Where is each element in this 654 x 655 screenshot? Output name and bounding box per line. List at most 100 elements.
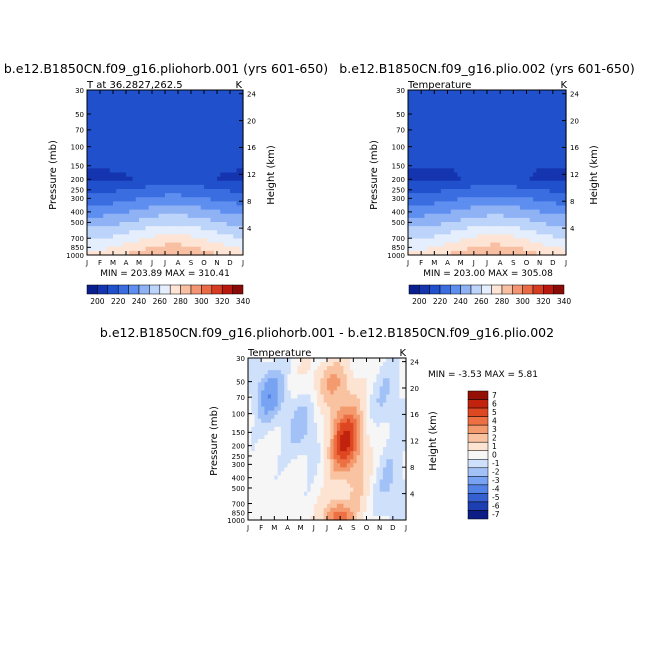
heatmap-cell bbox=[158, 110, 163, 116]
heatmap-cell bbox=[327, 410, 331, 416]
heatmap-cell bbox=[113, 164, 117, 169]
heatmap-cell bbox=[257, 434, 262, 440]
heatmap-cell bbox=[431, 172, 435, 178]
heatmap-cell bbox=[168, 164, 173, 169]
heatmap-cell bbox=[220, 90, 225, 95]
heatmap-cell bbox=[284, 414, 289, 420]
heatmap-cell bbox=[363, 374, 368, 379]
heatmap-cell bbox=[139, 131, 143, 136]
heatmap-cell bbox=[119, 217, 124, 223]
heatmap-cell bbox=[496, 114, 501, 120]
heatmap-cell bbox=[204, 160, 208, 165]
heatmap-cell bbox=[135, 189, 140, 194]
heatmap-cell bbox=[414, 205, 419, 211]
heatmap-cell bbox=[297, 402, 302, 408]
heatmap-cell bbox=[477, 143, 482, 149]
heatmap-cell bbox=[158, 139, 163, 145]
heatmap-cell bbox=[336, 410, 341, 416]
heatmap-cell bbox=[353, 402, 358, 408]
heatmap-cell bbox=[103, 143, 108, 149]
heatmap-cell bbox=[414, 238, 419, 244]
heatmap-cell bbox=[500, 201, 505, 207]
heatmap-cell bbox=[402, 426, 407, 432]
heatmap-cell bbox=[213, 127, 218, 132]
heatmap-cell bbox=[546, 234, 551, 240]
heatmap-cell bbox=[533, 151, 537, 157]
heatmap-cell bbox=[552, 172, 557, 178]
heatmap-cell bbox=[552, 94, 557, 99]
heatmap-cell bbox=[434, 127, 439, 132]
heatmap-cell bbox=[197, 246, 202, 252]
heatmap-cell bbox=[500, 110, 505, 116]
heatmap-cell bbox=[327, 378, 331, 383]
heatmap-cell bbox=[519, 176, 524, 182]
heatmap-cell bbox=[483, 106, 488, 112]
heatmap-cell bbox=[431, 234, 435, 240]
heatmap-cell bbox=[513, 234, 518, 240]
heatmap-cell bbox=[100, 139, 104, 145]
heatmap-cell bbox=[516, 242, 521, 248]
heatmap-cell bbox=[284, 430, 289, 436]
heatmap-cell bbox=[223, 143, 228, 149]
heatmap-cell bbox=[526, 184, 531, 190]
heatmap-cell bbox=[145, 222, 150, 227]
heatmap-cell bbox=[200, 234, 205, 240]
heatmap-cell bbox=[277, 418, 282, 424]
heatmap-cell bbox=[271, 394, 275, 400]
heatmap-cell bbox=[194, 217, 199, 223]
heatmap-cell bbox=[353, 382, 358, 387]
heatmap-cell bbox=[366, 414, 371, 420]
heatmap-cell bbox=[226, 197, 231, 202]
heatmap-cell bbox=[200, 197, 205, 202]
heatmap-cell bbox=[477, 242, 482, 248]
heatmap-cell bbox=[239, 114, 244, 120]
heatmap-cell bbox=[310, 374, 315, 379]
heatmap-cell bbox=[552, 246, 557, 252]
heatmap-cell bbox=[187, 114, 192, 120]
heatmap-cell bbox=[467, 242, 472, 248]
heatmap-cell bbox=[396, 398, 401, 404]
heatmap-cell bbox=[280, 430, 285, 436]
heatmap-cell bbox=[317, 402, 322, 408]
heatmap-cell bbox=[236, 205, 241, 211]
heatmap-cell bbox=[533, 176, 537, 182]
heatmap-cell bbox=[424, 164, 429, 169]
heatmap-cell bbox=[178, 151, 182, 157]
heatmap-cell bbox=[197, 180, 202, 186]
heatmap-cell bbox=[194, 106, 199, 112]
heatmap-cell bbox=[161, 131, 166, 136]
heatmap-cell bbox=[239, 156, 244, 161]
heatmap-cell bbox=[533, 106, 537, 112]
heatmap-cell bbox=[487, 168, 491, 174]
heatmap-cell bbox=[450, 193, 455, 198]
heatmap-cell bbox=[165, 139, 169, 145]
heatmap-cell bbox=[440, 193, 445, 198]
heatmap-cell bbox=[145, 180, 150, 186]
heatmap-cell bbox=[523, 127, 528, 132]
heatmap-cell bbox=[168, 189, 173, 194]
heatmap-cell bbox=[421, 213, 426, 219]
heatmap-cell bbox=[526, 151, 531, 157]
heatmap-cell bbox=[539, 106, 544, 112]
heatmap-cell bbox=[424, 127, 429, 132]
heatmap-cell bbox=[207, 238, 212, 244]
heatmap-cell bbox=[254, 390, 259, 396]
heatmap-cell bbox=[251, 414, 256, 420]
heatmap-cell bbox=[158, 189, 163, 194]
heatmap-cell bbox=[220, 184, 225, 190]
heatmap-cell bbox=[145, 106, 150, 112]
heatmap-cell bbox=[317, 358, 322, 363]
heatmap-cell bbox=[510, 98, 514, 103]
heatmap-cell bbox=[271, 422, 275, 428]
heatmap-cell bbox=[155, 123, 160, 128]
heatmap-cell bbox=[470, 242, 475, 248]
heatmap-cell bbox=[363, 390, 368, 396]
heatmap-cell bbox=[207, 222, 212, 227]
heatmap-cell bbox=[158, 205, 163, 211]
heatmap-cell bbox=[132, 114, 137, 120]
heatmap-cell bbox=[87, 172, 91, 178]
heatmap-cell bbox=[191, 110, 195, 116]
heatmap-cell bbox=[96, 246, 101, 252]
heatmap-cell bbox=[290, 390, 295, 396]
heatmap-cell bbox=[359, 402, 364, 408]
